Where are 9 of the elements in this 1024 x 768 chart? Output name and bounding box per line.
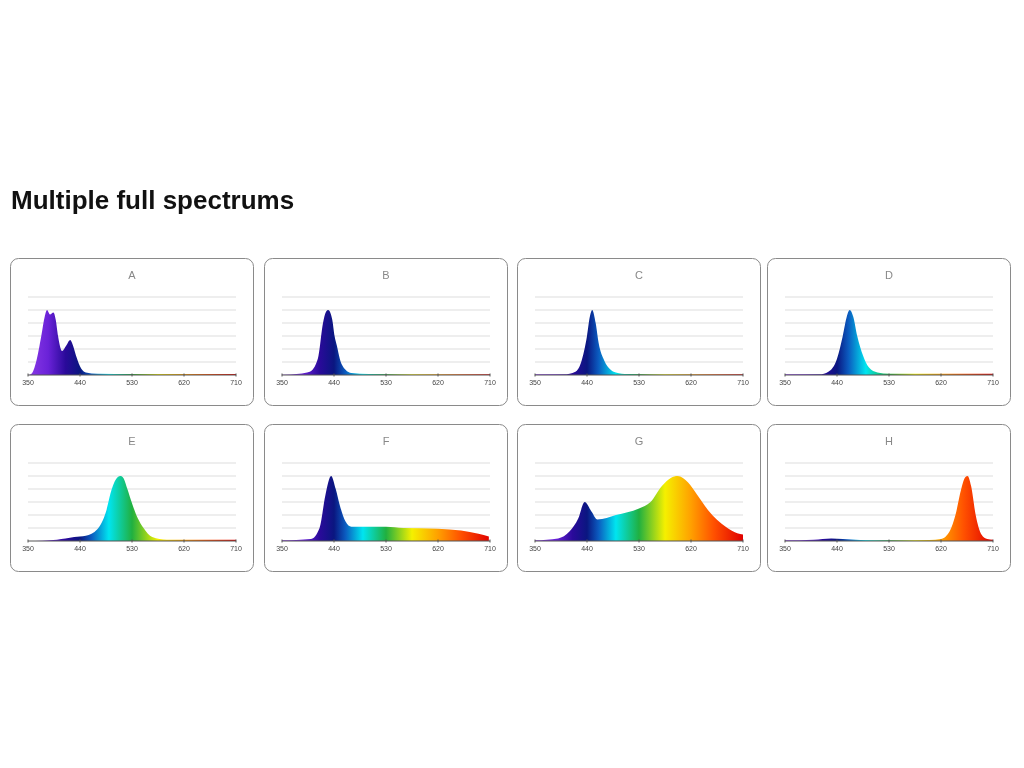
chart-title: E <box>128 435 136 447</box>
chart-title: G <box>634 435 644 447</box>
chart-title: B <box>382 269 390 281</box>
chart-title: F <box>382 435 390 447</box>
text: Multiple full spectrums <box>11 185 295 215</box>
chart-title: H <box>885 435 894 447</box>
chart-title: D <box>885 269 894 281</box>
chart-title: A <box>128 269 137 281</box>
chart-title: C <box>635 269 644 281</box>
